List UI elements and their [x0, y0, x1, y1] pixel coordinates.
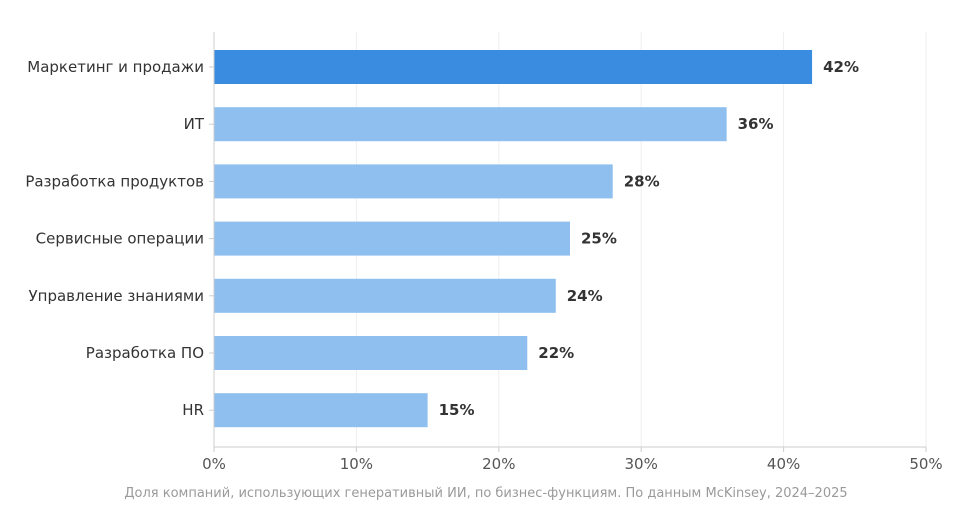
x-tick-label: 30% [625, 455, 658, 473]
category-label: Разработка продуктов [25, 172, 204, 190]
bar [214, 164, 613, 199]
category-label: Маркетинг и продажи [27, 58, 204, 76]
value-label: 28% [624, 172, 660, 190]
category-label: ИТ [184, 115, 205, 133]
axes [209, 32, 927, 452]
bar [214, 336, 528, 370]
labels: Маркетинг и продажи 42% ИТ 36% Разработка пр… [25, 58, 942, 473]
category-label: HR [182, 401, 204, 419]
value-label: 36% [738, 115, 774, 133]
x-tick-label: 50% [909, 455, 942, 473]
grid-lines [355, 32, 927, 447]
value-label: 24% [567, 287, 603, 305]
category-label: Управление знаниями [29, 287, 205, 305]
bar [214, 393, 428, 428]
value-label: 15% [439, 401, 475, 419]
value-label: 42% [823, 58, 859, 76]
x-tick-label: 20% [482, 455, 515, 473]
category-label: Разработка ПО [86, 344, 204, 362]
bar [214, 107, 727, 142]
x-tick-label: 40% [767, 455, 800, 473]
x-tick-label: 10% [340, 455, 373, 473]
chart-caption: Доля компаний, использующих генеративный… [124, 486, 847, 501]
bar [214, 221, 570, 256]
x-tick-label: 0% [202, 455, 226, 473]
category-label: Сервисные операции [36, 230, 204, 248]
value-label: 25% [581, 230, 617, 248]
value-label: 22% [538, 344, 574, 362]
bars [214, 50, 813, 428]
bar [214, 50, 813, 84]
bar [214, 278, 556, 313]
